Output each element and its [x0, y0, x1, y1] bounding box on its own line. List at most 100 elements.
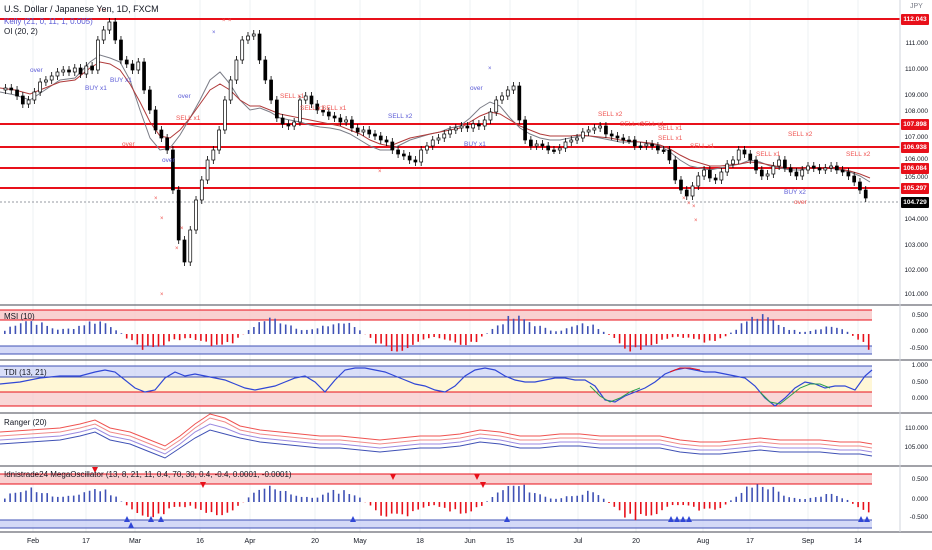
oscillator-bar [194, 502, 197, 509]
candle-body [367, 129, 372, 135]
symbol-title[interactable]: U.S. Dollar / Japanese Yen, 1D, FXCM [4, 4, 159, 14]
oscillator-bar [88, 490, 91, 502]
time-tick: 20 [311, 538, 319, 545]
candle-body [540, 143, 545, 147]
signal-label: SELL x2 [846, 151, 871, 158]
oscillator-bar [523, 319, 525, 334]
signal-label: SELL x1 [756, 151, 781, 158]
oscillator-bar [756, 318, 759, 334]
oscillator-bar [777, 324, 780, 334]
oscillator-bar [687, 502, 690, 506]
oscillator-bar [592, 492, 594, 502]
oscillator-bar [608, 334, 610, 335]
oscillator-bar [210, 502, 213, 513]
oscillator-bar [353, 495, 356, 502]
oscillator-bar [698, 502, 700, 511]
indicator-kelly-label[interactable]: Kelly (21, 0, 11, 1, 0.005) [4, 17, 93, 26]
oscillator-bar [761, 314, 764, 334]
price-tag-level-1: 112.043 [901, 14, 929, 25]
oscillator-bar [783, 495, 785, 502]
ranger-pane[interactable] [0, 413, 873, 459]
mega-tick: 0.000 [911, 496, 928, 503]
oscillator-bar [237, 334, 239, 338]
candle-body [430, 139, 435, 147]
oscillator-bar [613, 334, 616, 338]
signal-label: SELL x1 [690, 143, 715, 150]
oscillator-bar [496, 325, 499, 334]
candle-body [546, 145, 551, 151]
oscillator-bar [507, 486, 510, 502]
mega-tick: 0.500 [911, 476, 928, 483]
candle-body [130, 63, 135, 71]
oscillator-bar [83, 325, 86, 334]
oscillator-bar [708, 502, 711, 509]
oscillator-bar [602, 331, 605, 334]
oscillator-bar [608, 502, 610, 504]
oscillator-bar [428, 334, 430, 339]
oscillator-bar [671, 502, 674, 506]
candle-body [713, 177, 718, 181]
oscillator-bar [62, 328, 64, 334]
oscillator-bar [544, 327, 547, 334]
candle-body [350, 119, 354, 129]
oscillator-bar [35, 324, 38, 334]
candle-body [32, 91, 37, 101]
candle-body [748, 153, 753, 161]
signal-label: SELL x1 [300, 105, 325, 112]
oscillator-bar [306, 329, 308, 334]
candle-body [251, 33, 256, 37]
oscillator-bar [655, 334, 658, 344]
oscillator-bar [438, 502, 441, 507]
candle-body [274, 99, 279, 119]
msi-pane-title[interactable]: MSI (10) [4, 312, 35, 321]
oscillator-bar [443, 502, 446, 508]
tdi-pane-title[interactable]: TDI (13, 21) [4, 368, 47, 377]
oscillator-bar [348, 494, 351, 502]
mega-oscillator-pane[interactable] [0, 467, 872, 529]
candle-body [696, 175, 701, 187]
candle-body [205, 159, 210, 181]
oscillator-bar [719, 334, 722, 339]
oscillator-bar [836, 495, 838, 502]
buy-crosses: ×× [212, 30, 492, 72]
candle-body [523, 119, 527, 141]
candle-body [38, 81, 42, 93]
oscillator-bar [51, 496, 54, 502]
oscillator-bar [390, 334, 393, 352]
candle-body [199, 179, 204, 201]
signal-label: over [122, 141, 135, 148]
oscillator-bar [295, 495, 298, 502]
svg-text:×: × [694, 218, 698, 224]
candle-body [55, 71, 60, 77]
oscillator-bar [401, 334, 404, 351]
oscillator-bar [78, 494, 80, 502]
oscillator-bar [72, 329, 75, 334]
time-tick: Jun [464, 538, 476, 545]
oscillator-bar [327, 326, 329, 334]
tdi-pane[interactable] [0, 365, 873, 407]
oscillator-bar [491, 328, 494, 334]
oscillator-bar [348, 322, 351, 334]
candle-body [702, 169, 706, 177]
candle-body [598, 125, 603, 129]
candle-body [321, 109, 325, 113]
candle-body [488, 111, 493, 121]
indicator-oi-label[interactable]: OI (20, 2) [4, 27, 38, 36]
oscillator-bar [767, 317, 769, 334]
oscillator-bar [475, 502, 478, 508]
oscillator-bar [830, 326, 833, 334]
candle-body [286, 123, 291, 127]
oscillator-bar [788, 329, 790, 334]
oscillator-bar [115, 330, 117, 334]
time-tick: 20 [632, 538, 640, 545]
price-tick: 101.000 [904, 291, 929, 298]
candle-body [863, 189, 868, 199]
candle-body [661, 149, 666, 152]
candle-body [858, 181, 862, 191]
mega-pane-title[interactable]: Idnistrade24 MegaOscillator (13, 8, 21, … [4, 470, 292, 479]
msi-pane[interactable] [0, 309, 872, 355]
ranger-pane-title[interactable]: Ranger (20) [4, 418, 47, 427]
oscillator-bar [618, 334, 621, 344]
oscillator-bar [719, 502, 722, 509]
